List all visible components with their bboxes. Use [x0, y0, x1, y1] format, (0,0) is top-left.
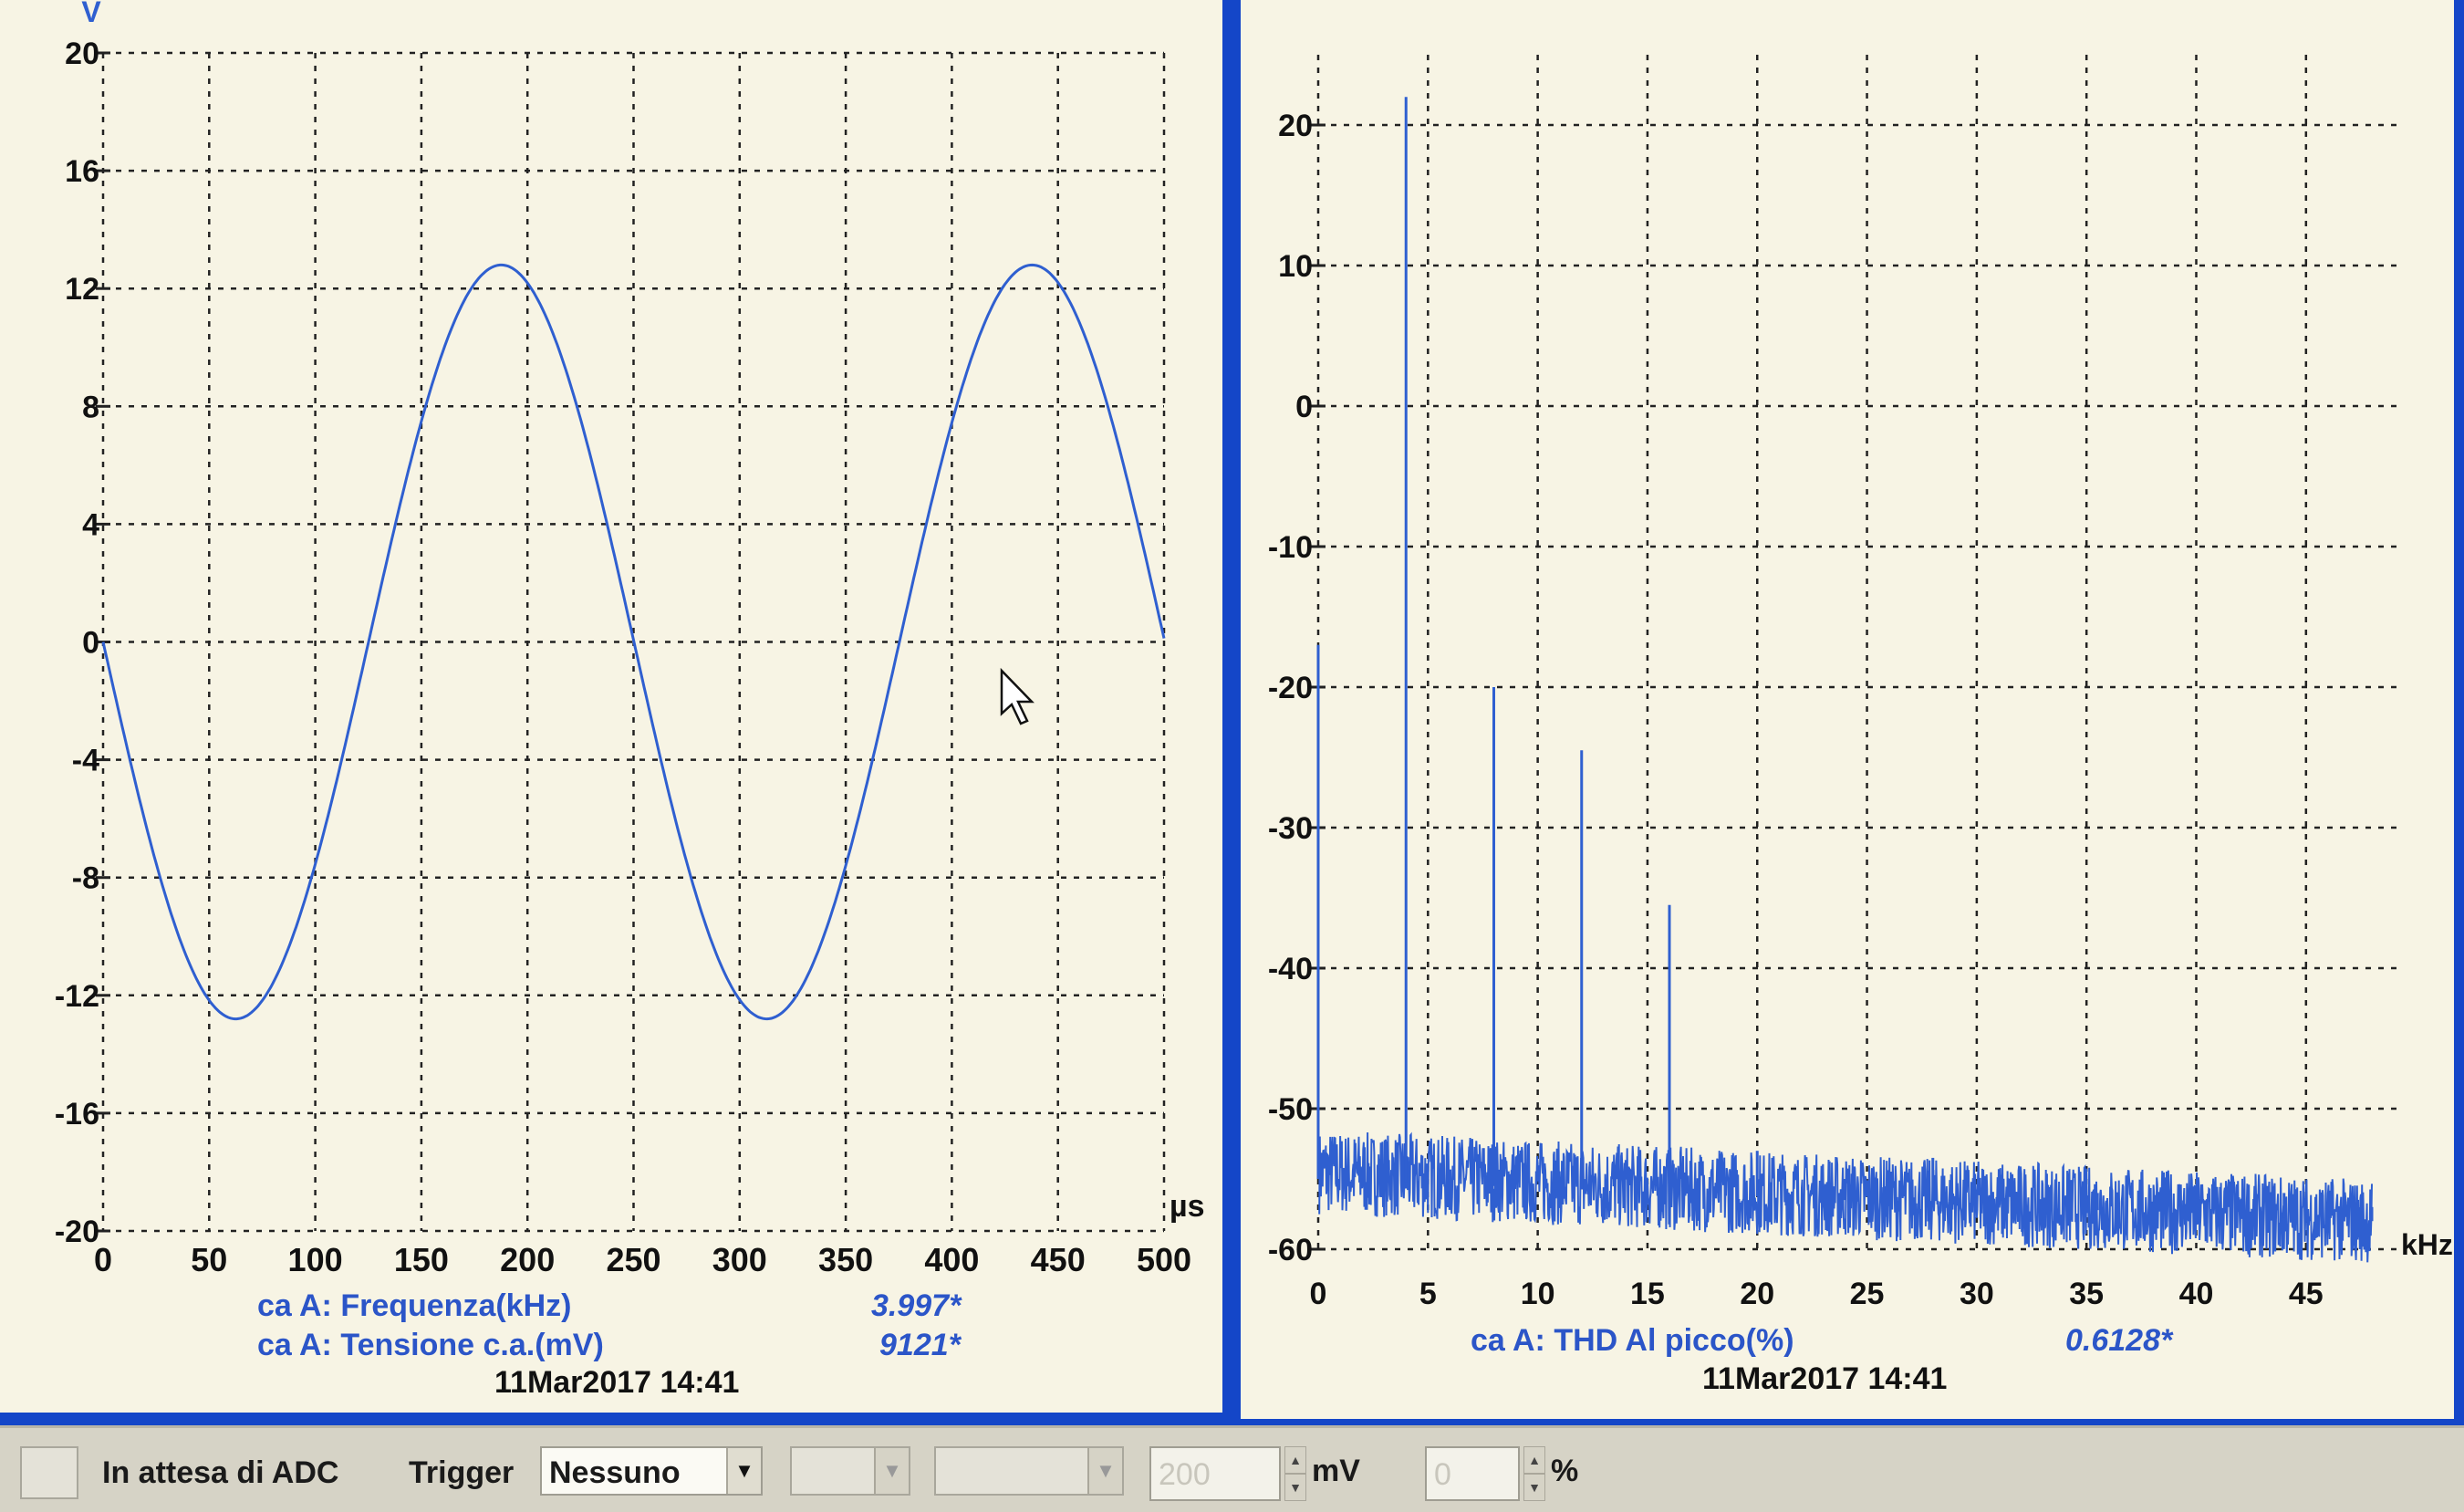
level-up-icon[interactable]: ▲ [1284, 1446, 1306, 1474]
right-datetime: 11Mar2017 14:41 [1702, 1361, 1947, 1397]
status-bar: In attesa di ADC Trigger Nessuno ▼ ▼ ▼ 2… [0, 1425, 2464, 1512]
x-tick-label: 25 [1850, 1277, 1885, 1311]
x-tick-label: 40 [2179, 1277, 2214, 1311]
chevron-down-icon[interactable]: ▼ [874, 1448, 909, 1494]
x-tick-label: 500 [1137, 1241, 1191, 1278]
trigger-direction-select[interactable]: ▼ [934, 1446, 1124, 1496]
y-tick-label: -20 [55, 1215, 99, 1249]
percent-down-icon[interactable]: ▼ [1523, 1474, 1545, 1501]
y-tick-label: 0 [82, 626, 99, 661]
status-indicator [20, 1446, 78, 1499]
trigger-level-value: 200 [1159, 1457, 1211, 1493]
y-tick-label: 0 [1295, 390, 1313, 424]
x-tick-label: 250 [606, 1241, 660, 1278]
y-tick-label: 8 [82, 390, 99, 424]
x-tick-label: 5 [1419, 1277, 1437, 1311]
x-tick-label: 200 [500, 1241, 555, 1278]
y-tick-label: -8 [72, 861, 99, 896]
x-tick-label: 20 [1740, 1277, 1774, 1311]
right-border [2454, 0, 2464, 1419]
trigger-label: Trigger [409, 1455, 514, 1491]
spectrum-chart: 0 5 10 15 20 25 30 35 40 45 20 10 0 -10 -20 -30 -40 -50 -6… [1241, 0, 2454, 1419]
y-tick-label: -60 [1268, 1233, 1313, 1267]
y-tick-label: -40 [1268, 952, 1313, 986]
voltage-value: 9121* [879, 1328, 961, 1363]
y-tick-label: 4 [82, 507, 99, 542]
y-tick-label: 12 [65, 272, 99, 307]
x-tick-label: 0 [1310, 1277, 1327, 1311]
y-tick-label: -16 [55, 1097, 99, 1131]
spectrum-panel: 0 5 10 15 20 25 30 35 40 45 20 10 0 -10 -20 -30 -40 -50 -6… [1241, 0, 2454, 1419]
x-tick-label: 10 [1521, 1277, 1555, 1311]
x-tick-label: 30 [1960, 1277, 1994, 1311]
x-tick-label: 100 [288, 1241, 343, 1278]
x-unit-label: µs [1170, 1189, 1205, 1224]
y-tick-label: -12 [55, 979, 99, 1014]
y-tick-label: 20 [65, 36, 99, 71]
level-unit: mV [1312, 1454, 1360, 1489]
frequency-value: 3.997* [871, 1288, 961, 1324]
x-tick-label: 35 [2069, 1277, 2104, 1311]
thd-value: 0.6128* [2065, 1323, 2172, 1359]
percent-unit: % [1551, 1454, 1578, 1489]
percent-up-icon[interactable]: ▲ [1523, 1446, 1545, 1474]
x-tick-label: 150 [394, 1241, 449, 1278]
panel-divider [1222, 0, 1241, 1419]
x-tick-label: 400 [924, 1241, 979, 1278]
mouse-pointer-icon [1002, 671, 1032, 724]
y-tick-label: -10 [1268, 530, 1313, 565]
y-unit-label: V [81, 0, 101, 28]
x-tick-label: 15 [1630, 1277, 1665, 1311]
x-tick-label: 350 [818, 1241, 873, 1278]
y-tick-label: -30 [1268, 811, 1313, 846]
y-tick-label: 16 [65, 154, 99, 189]
y-tick-label: -4 [72, 744, 99, 778]
left-datetime: 11Mar2017 14:41 [494, 1365, 739, 1401]
chevron-down-icon[interactable]: ▼ [726, 1448, 761, 1494]
frequency-label: ca A: Frequenza(kHz) [257, 1288, 571, 1324]
voltage-label: ca A: Tensione c.a.(mV) [257, 1328, 604, 1363]
x-tick-label: 50 [191, 1241, 227, 1278]
pretrigger-value: 0 [1434, 1457, 1451, 1493]
thd-label: ca A: THD Al picco(%) [1471, 1323, 1794, 1359]
trigger-mode-value: Nessuno [549, 1455, 681, 1491]
level-down-icon[interactable]: ▼ [1284, 1474, 1306, 1501]
y-tick-label: -50 [1268, 1092, 1313, 1127]
chevron-down-icon[interactable]: ▼ [1087, 1448, 1122, 1494]
y-tick-label: 20 [1278, 109, 1313, 143]
x-unit-label: kHz [2401, 1228, 2453, 1261]
trigger-mode-select[interactable]: Nessuno ▼ [540, 1446, 763, 1496]
y-tick-label: 10 [1278, 249, 1313, 284]
trigger-level-input[interactable]: 200 [1149, 1446, 1281, 1501]
x-tick-label: 450 [1031, 1241, 1086, 1278]
pretrigger-input[interactable]: 0 [1425, 1446, 1520, 1501]
trigger-source-select[interactable]: ▼ [790, 1446, 910, 1496]
status-text: In attesa di ADC [102, 1455, 338, 1491]
x-tick-label: 300 [712, 1241, 767, 1278]
x-tick-label: 45 [2289, 1277, 2324, 1311]
y-tick-label: -20 [1268, 671, 1313, 705]
